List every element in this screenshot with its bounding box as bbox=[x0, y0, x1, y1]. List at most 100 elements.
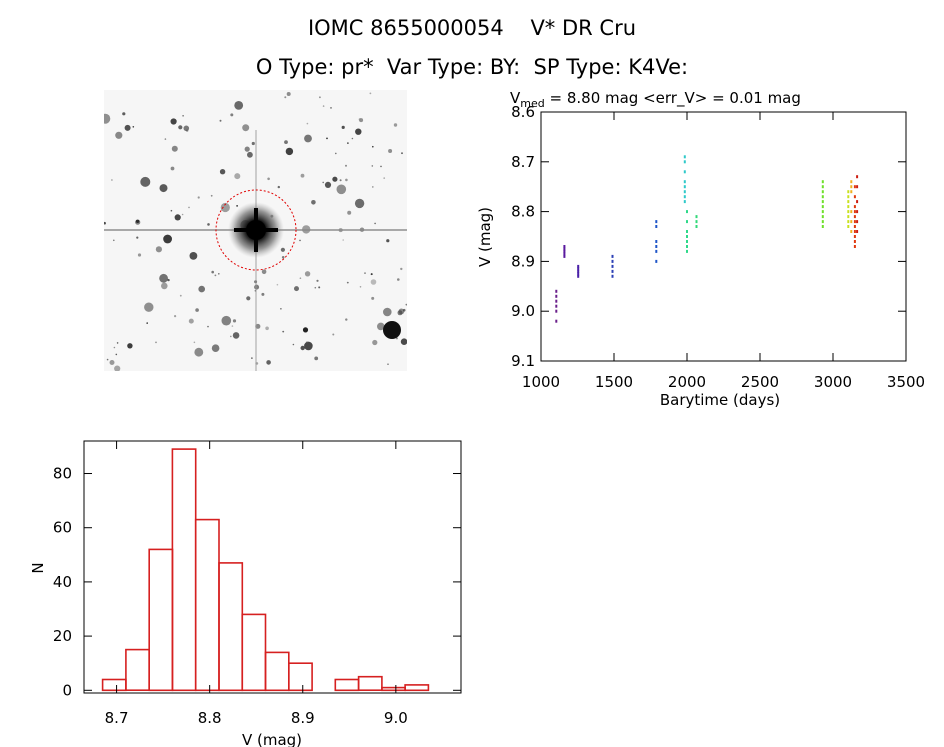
light-curve-point bbox=[686, 240, 688, 243]
light-curve-chart: Vmed = 8.80 mag <err_V> = 0.01 mag 1000 1… bbox=[476, 89, 925, 409]
light-curve-point bbox=[686, 235, 688, 238]
field-star bbox=[319, 96, 321, 99]
field-star bbox=[266, 360, 271, 365]
field-star bbox=[277, 185, 280, 189]
histogram-ytick-label: 40 bbox=[53, 573, 72, 591]
histogram-bar bbox=[194, 518, 220, 692]
light-curve-point bbox=[563, 245, 566, 248]
field-star bbox=[322, 181, 324, 184]
light-curve-point bbox=[847, 210, 850, 214]
field-star bbox=[304, 271, 311, 277]
light-curve-point bbox=[683, 180, 686, 184]
light-curve-point bbox=[577, 264, 580, 268]
light-curve-point bbox=[821, 205, 824, 209]
field-star bbox=[345, 318, 348, 321]
light-curve-point bbox=[853, 240, 856, 243]
light-curve-point bbox=[686, 220, 688, 224]
field-star bbox=[335, 152, 337, 155]
field-star bbox=[347, 210, 352, 215]
light-curve-point bbox=[853, 215, 856, 219]
field-star bbox=[124, 124, 131, 131]
light-curve-point bbox=[695, 215, 698, 219]
field-star bbox=[132, 126, 135, 128]
light-curve-point bbox=[850, 210, 853, 214]
field-star bbox=[251, 357, 253, 359]
field-star bbox=[405, 303, 407, 306]
light-curve-point bbox=[821, 195, 824, 199]
light-curve-point bbox=[847, 205, 850, 209]
field-star bbox=[159, 273, 168, 283]
field-star bbox=[137, 253, 142, 257]
field-star bbox=[244, 146, 250, 152]
field-star bbox=[144, 302, 154, 312]
field-star bbox=[286, 92, 291, 96]
light-curve-point bbox=[563, 254, 566, 258]
light-curve-point bbox=[555, 309, 558, 313]
field-star bbox=[219, 119, 222, 122]
field-star bbox=[109, 360, 115, 365]
light-curve-point bbox=[856, 175, 859, 179]
field-star bbox=[155, 341, 157, 344]
field-star bbox=[220, 202, 230, 213]
field-star bbox=[179, 294, 182, 297]
field-star bbox=[294, 286, 299, 292]
field-star bbox=[188, 318, 194, 324]
field-star bbox=[113, 239, 115, 242]
light-curve-point bbox=[847, 225, 850, 228]
histogram-ytick-label: 60 bbox=[53, 519, 72, 537]
field-star bbox=[207, 223, 210, 226]
field-star bbox=[113, 346, 116, 349]
light-curve-point bbox=[683, 190, 686, 194]
field-star bbox=[230, 113, 234, 117]
light-curve-point bbox=[853, 185, 856, 189]
light-curve-point bbox=[821, 210, 824, 214]
light-curve-point bbox=[655, 249, 658, 253]
histogram-bar bbox=[264, 651, 290, 692]
field-star bbox=[299, 239, 301, 242]
field-star bbox=[342, 239, 344, 241]
light-curve-point bbox=[821, 220, 824, 224]
light-curve-point bbox=[853, 210, 856, 214]
field-star bbox=[330, 107, 332, 109]
field-star bbox=[336, 184, 347, 195]
light-curve-point bbox=[847, 220, 850, 224]
field-star bbox=[218, 273, 220, 275]
field-star bbox=[265, 326, 269, 331]
light-curve-ytick-label: 8.8 bbox=[511, 203, 535, 221]
light-curve-point bbox=[847, 190, 850, 194]
light-curve-xtick-label: 3500 bbox=[887, 373, 925, 391]
field-star bbox=[383, 177, 386, 179]
light-curve-point bbox=[577, 274, 580, 278]
field-star bbox=[104, 113, 111, 124]
field-star bbox=[395, 337, 398, 340]
light-curve-point bbox=[683, 195, 686, 199]
field-star bbox=[195, 308, 199, 312]
field-star bbox=[318, 286, 321, 289]
light-curve-point bbox=[555, 294, 558, 298]
field-star bbox=[380, 165, 382, 168]
light-curve-xlabel: Barytime (days) bbox=[660, 391, 780, 409]
field-star bbox=[159, 184, 168, 193]
field-star bbox=[332, 176, 338, 182]
light-curve-point bbox=[577, 269, 580, 273]
field-star bbox=[372, 339, 378, 346]
field-star bbox=[299, 277, 302, 279]
histogram-xtick-label: 8.7 bbox=[105, 709, 129, 727]
histogram-bar bbox=[171, 448, 197, 692]
field-star bbox=[171, 145, 178, 152]
histogram-bar bbox=[125, 648, 151, 691]
field-star bbox=[292, 343, 295, 346]
field-star bbox=[188, 206, 190, 209]
field-star bbox=[351, 137, 354, 140]
field-star bbox=[111, 179, 113, 181]
light-curve-point bbox=[611, 259, 614, 263]
light-curve-point bbox=[686, 230, 688, 233]
field-star bbox=[397, 278, 400, 281]
field-star bbox=[104, 221, 106, 225]
field-star bbox=[374, 222, 376, 225]
light-curve-point bbox=[850, 230, 853, 233]
light-curve-point bbox=[853, 220, 856, 224]
light-curve-point bbox=[555, 304, 558, 308]
histogram-bar bbox=[148, 548, 174, 692]
field-star bbox=[280, 308, 282, 310]
